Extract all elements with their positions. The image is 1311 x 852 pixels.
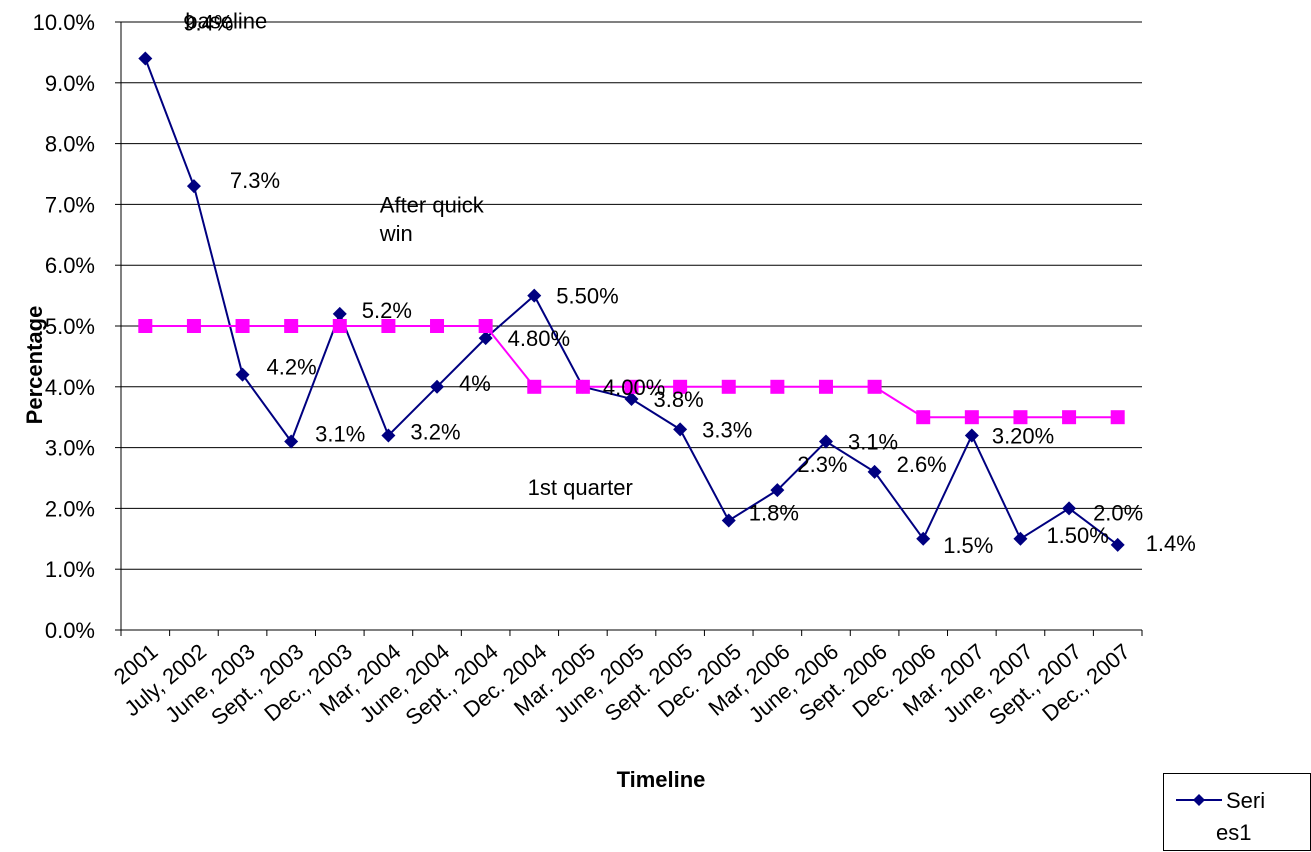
y-tick-label: 7.0% bbox=[45, 192, 95, 217]
series-2-point bbox=[916, 410, 931, 425]
y-tick-label: 5.0% bbox=[45, 314, 95, 339]
series-2-point bbox=[284, 319, 299, 333]
data-label: 3.2% bbox=[410, 419, 460, 444]
data-label: 1.50% bbox=[1046, 523, 1108, 548]
series-2-point bbox=[818, 379, 833, 394]
series-2-point bbox=[186, 319, 201, 333]
series-1-point bbox=[284, 434, 299, 449]
legend-series1-marker bbox=[1193, 794, 1205, 806]
series-1-point bbox=[478, 331, 493, 346]
series-2-point bbox=[430, 319, 445, 333]
series-1-point bbox=[1110, 537, 1125, 552]
y-tick-label: 1.0% bbox=[45, 557, 95, 582]
y-tick-label: 0.0% bbox=[45, 618, 95, 643]
data-label: 2.3% bbox=[797, 452, 847, 477]
series-2-point bbox=[478, 319, 493, 333]
y-axis-ticks: 0.0% 1.0% 2.0% 3.0% 4.0% 5.0% 6.0% 7.0% 8.0% 9.0%… bbox=[33, 10, 121, 643]
data-label: 9.4% bbox=[183, 10, 233, 35]
y-tick-label: 2.0% bbox=[45, 496, 95, 521]
y-tick-label: 9.0% bbox=[45, 71, 95, 96]
series-1-point bbox=[138, 51, 153, 66]
series-lines bbox=[144, 58, 1119, 546]
series-1-point bbox=[1062, 501, 1077, 516]
annotation: baseline bbox=[185, 8, 267, 33]
y-tick-label: 3.0% bbox=[45, 436, 95, 461]
legend-series1-label-line1: Seri bbox=[1226, 788, 1265, 813]
legend-series1-label-line2: es1 bbox=[1216, 820, 1251, 845]
data-label: 3.1% bbox=[315, 422, 365, 447]
series-1-point bbox=[381, 428, 396, 443]
data-labels: 9.4% 7.3% 4.2% 3.1% 5.2% 3.2% 4% 4.80% 5.50% 4.00… bbox=[183, 10, 1196, 557]
series-markers bbox=[138, 51, 1125, 552]
series-2-point bbox=[527, 379, 542, 394]
series-2-point bbox=[964, 410, 979, 425]
data-label: 3.20% bbox=[992, 423, 1054, 448]
annotation: After quick bbox=[380, 192, 485, 217]
series-2-point bbox=[381, 319, 396, 333]
y-axis-title: Percentage bbox=[22, 306, 47, 425]
series-2-point bbox=[138, 319, 153, 333]
series-1-point bbox=[624, 391, 639, 406]
data-label: 2.6% bbox=[897, 452, 947, 477]
series-1-point bbox=[430, 379, 445, 394]
data-label: 1.4% bbox=[1146, 531, 1196, 556]
series-1-point bbox=[721, 513, 736, 528]
data-label: 1.5% bbox=[943, 533, 993, 558]
data-label: 5.2% bbox=[362, 298, 412, 323]
series-1-point bbox=[964, 428, 979, 443]
y-tick-label: 4.0% bbox=[45, 375, 95, 400]
data-label: 3.1% bbox=[848, 430, 898, 455]
legend: Seri es1 bbox=[1163, 773, 1311, 851]
series-1-point bbox=[916, 531, 931, 546]
series-2-point bbox=[867, 379, 882, 394]
series-2-point bbox=[1110, 410, 1125, 425]
series-2-point bbox=[332, 319, 347, 333]
data-label: 4.80% bbox=[508, 326, 570, 351]
data-label: 2.0% bbox=[1093, 500, 1143, 525]
series-1-point bbox=[186, 179, 201, 194]
data-label: 4.2% bbox=[267, 355, 317, 380]
series-2-point bbox=[673, 379, 688, 394]
data-label: 7.3% bbox=[230, 168, 280, 193]
series-1-point bbox=[332, 306, 347, 321]
y-tick-label: 10.0% bbox=[33, 10, 95, 35]
series-1-point bbox=[673, 422, 688, 437]
series-1-point bbox=[770, 483, 785, 498]
annotation: win bbox=[379, 221, 413, 246]
series-2-point bbox=[235, 319, 250, 333]
data-label: 3.8% bbox=[654, 387, 704, 412]
series-2-point bbox=[770, 379, 785, 394]
y-tick-label: 6.0% bbox=[45, 253, 95, 278]
y-tick-label: 8.0% bbox=[45, 132, 95, 157]
series-1-point bbox=[235, 367, 250, 382]
series-1-point bbox=[867, 464, 882, 479]
series-2-point bbox=[624, 379, 639, 394]
series-2-point bbox=[721, 379, 736, 394]
annotations: baseline After quick win 1st quarter bbox=[185, 8, 633, 500]
data-label: 4% bbox=[459, 371, 491, 396]
series-1-point bbox=[818, 434, 833, 449]
series-1-point bbox=[527, 288, 542, 303]
data-label: 3.3% bbox=[702, 417, 752, 442]
series-1-line bbox=[144, 58, 1119, 546]
data-label: 5.50% bbox=[556, 284, 618, 309]
data-label: 1.8% bbox=[749, 501, 799, 526]
annotation: 1st quarter bbox=[528, 475, 633, 500]
series-2-point bbox=[1013, 410, 1028, 425]
series-1-point bbox=[1013, 531, 1028, 546]
data-label: 4.00% bbox=[603, 375, 665, 400]
series-2-point bbox=[575, 379, 590, 394]
series-2-point bbox=[1062, 410, 1077, 425]
x-axis-title: Timeline bbox=[617, 767, 706, 792]
